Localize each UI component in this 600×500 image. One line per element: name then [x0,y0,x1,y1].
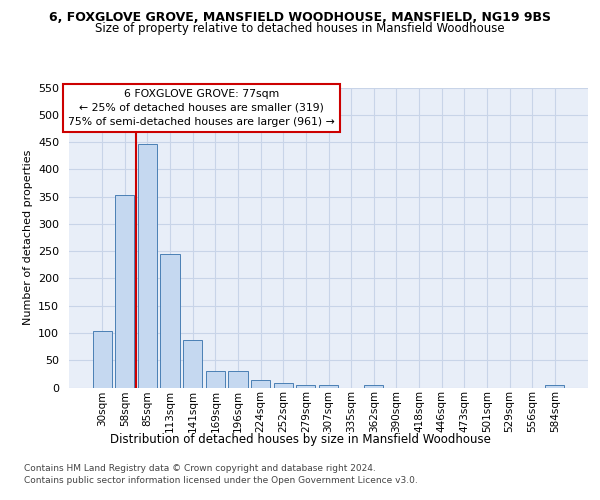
Bar [274,383,293,388]
Text: Distribution of detached houses by size in Mansfield Woodhouse: Distribution of detached houses by size … [110,432,490,446]
Bar [206,371,225,388]
Bar [319,386,338,388]
Bar [364,386,383,388]
Text: 6 FOXGLOVE GROVE: 77sqm
← 25% of detached houses are smaller (319)
75% of semi-d: 6 FOXGLOVE GROVE: 77sqm ← 25% of detache… [68,89,335,127]
Y-axis label: Number of detached properties: Number of detached properties [23,150,32,325]
Bar [229,371,248,388]
Bar [92,332,112,388]
Text: Contains HM Land Registry data © Crown copyright and database right 2024.: Contains HM Land Registry data © Crown c… [24,464,376,473]
Bar [183,340,202,388]
Text: Size of property relative to detached houses in Mansfield Woodhouse: Size of property relative to detached ho… [95,22,505,35]
Bar [160,254,180,388]
Bar [545,386,565,388]
Bar [251,380,270,388]
Text: 6, FOXGLOVE GROVE, MANSFIELD WOODHOUSE, MANSFIELD, NG19 9BS: 6, FOXGLOVE GROVE, MANSFIELD WOODHOUSE, … [49,11,551,24]
Text: Contains public sector information licensed under the Open Government Licence v3: Contains public sector information licen… [24,476,418,485]
Bar [296,385,316,388]
Bar [138,144,157,388]
Bar [115,195,134,388]
